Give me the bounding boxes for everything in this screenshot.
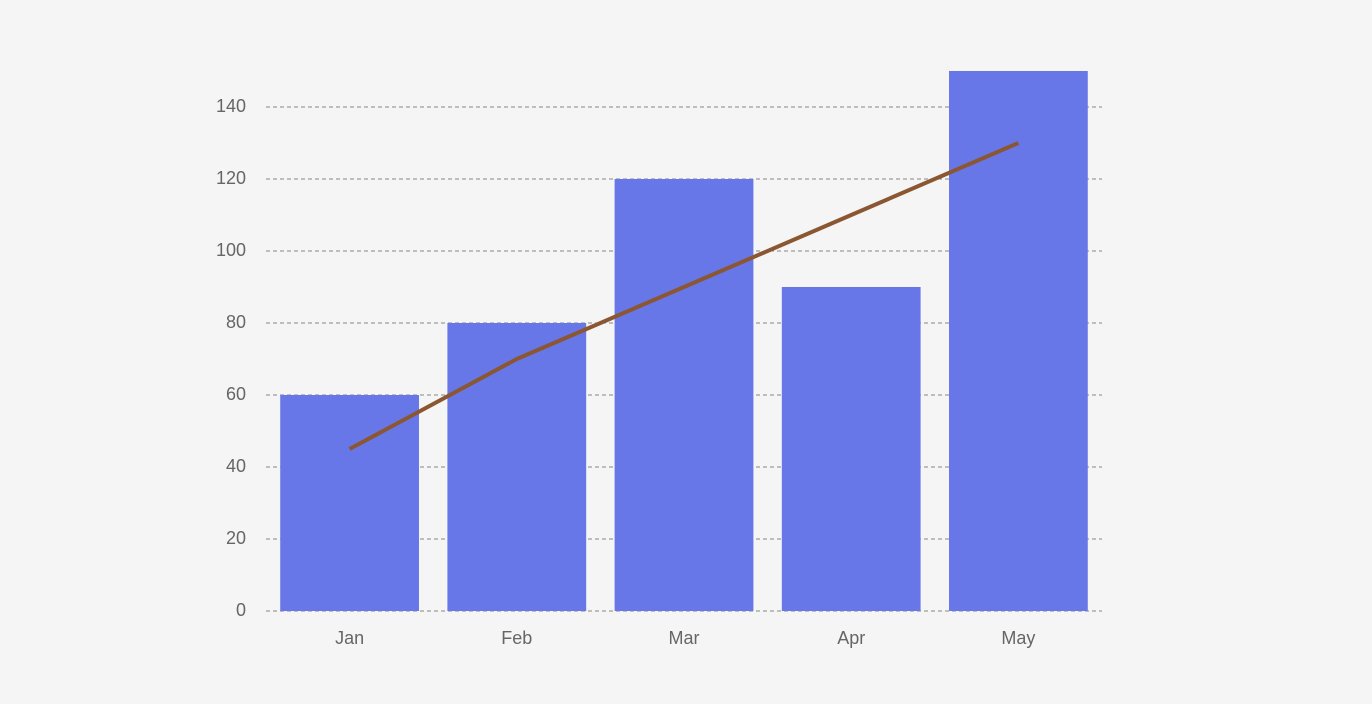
bar (447, 323, 587, 611)
x-tick-label: Jan (335, 628, 364, 648)
y-tick-label: 0 (236, 600, 246, 620)
y-tick-label: 20 (226, 528, 246, 548)
x-tick-label: Mar (669, 628, 700, 648)
bar (280, 395, 419, 611)
y-tick-label: 40 (226, 456, 246, 476)
y-tick-label: 100 (216, 240, 246, 260)
x-tick-label: Feb (501, 628, 532, 648)
bar (949, 71, 1088, 611)
x-tick-label: Apr (837, 628, 865, 648)
bar (781, 287, 921, 611)
line (348, 141, 1020, 451)
y-tick-label: 80 (226, 312, 246, 332)
y-tick-label: 140 (216, 96, 246, 116)
y-tick-label: 60 (226, 384, 246, 404)
x-tick-label: May (1001, 628, 1035, 648)
bar (614, 179, 754, 611)
y-tick-label: 120 (216, 168, 246, 188)
